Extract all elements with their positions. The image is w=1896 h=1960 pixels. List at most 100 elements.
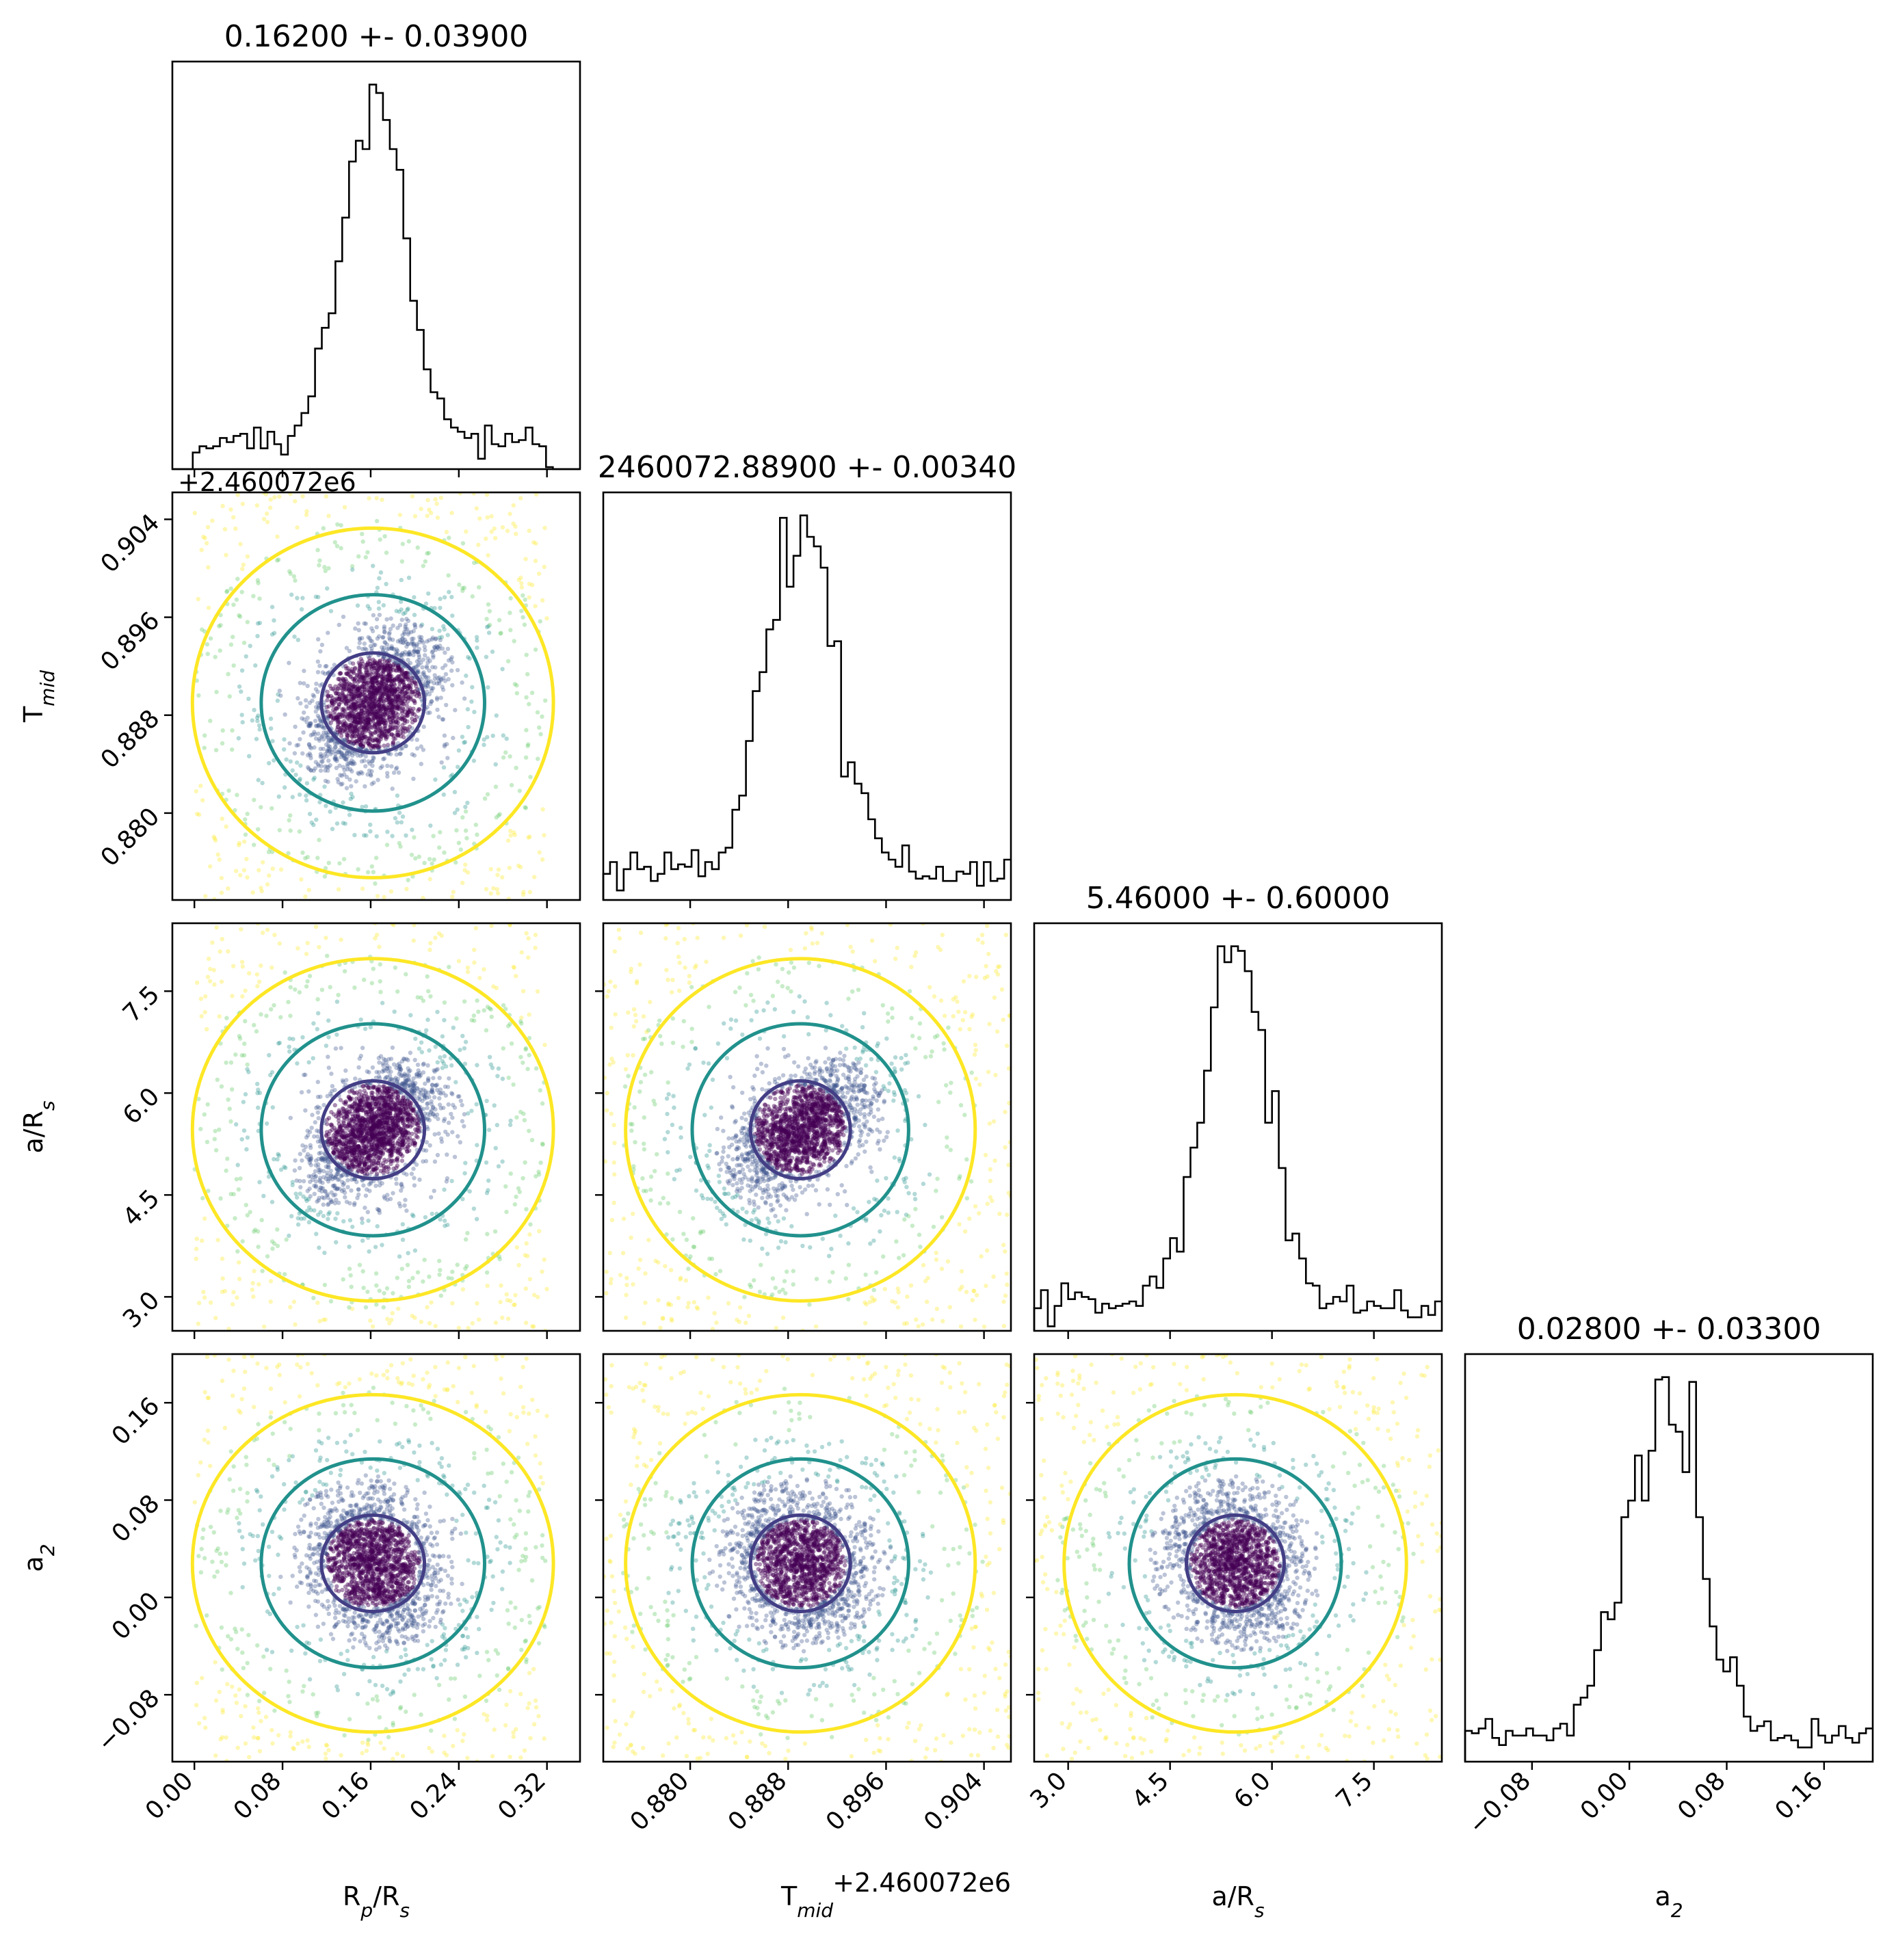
data-point	[371, 661, 376, 666]
data-point	[378, 737, 383, 742]
data-point	[511, 503, 516, 508]
data-point	[358, 1098, 363, 1104]
data-point	[363, 1162, 367, 1167]
data-point	[434, 1068, 439, 1072]
data-point	[203, 894, 208, 899]
data-point	[389, 1092, 394, 1097]
data-point	[364, 708, 369, 713]
data-point	[527, 834, 532, 839]
data-point	[488, 866, 493, 872]
data-point	[496, 1164, 501, 1169]
data-point	[417, 1129, 421, 1134]
data-point	[378, 979, 382, 984]
data-point	[414, 1086, 420, 1091]
data-point	[316, 731, 321, 737]
data-point	[387, 706, 393, 711]
data-point	[394, 719, 399, 724]
data-point	[437, 1272, 442, 1277]
data-point	[347, 713, 352, 718]
data-point	[367, 1153, 372, 1158]
data-point	[426, 675, 431, 680]
data-point	[356, 1152, 361, 1158]
data-point	[397, 622, 403, 628]
data-point	[425, 656, 430, 661]
data-point	[330, 698, 334, 703]
data-point	[373, 1135, 378, 1140]
data-point	[463, 1161, 468, 1165]
data-point	[326, 1115, 332, 1121]
data-point	[316, 1156, 321, 1161]
data-point	[519, 1015, 524, 1020]
data-point	[530, 583, 535, 587]
data-point	[379, 1142, 384, 1148]
data-point	[415, 650, 420, 654]
data-point	[435, 676, 440, 680]
data-point	[327, 1136, 332, 1141]
data-point	[382, 729, 387, 734]
data-point	[421, 724, 426, 729]
data-point	[356, 693, 360, 698]
data-point	[369, 672, 373, 676]
data-point	[523, 1286, 528, 1291]
data-point	[352, 714, 356, 719]
data-point	[368, 829, 373, 834]
data-point	[313, 766, 317, 771]
data-point	[402, 1203, 407, 1208]
data-point	[431, 1076, 436, 1081]
data-point	[194, 789, 198, 794]
data-point	[351, 661, 356, 666]
data-point	[462, 696, 467, 701]
data-point	[388, 1142, 393, 1147]
data-point	[395, 693, 400, 699]
data-point	[393, 686, 397, 691]
data-point	[254, 503, 259, 508]
data-point	[373, 702, 378, 708]
data-point	[248, 1210, 252, 1215]
data-point	[247, 754, 252, 758]
data-point	[523, 597, 527, 602]
data-point	[312, 1183, 317, 1189]
data-point	[375, 661, 380, 666]
data-point	[487, 609, 492, 613]
data-point	[384, 685, 389, 690]
data-point	[389, 711, 394, 716]
data-point	[366, 693, 371, 698]
data-point	[423, 674, 427, 679]
data-point	[343, 723, 349, 728]
data-point	[348, 740, 354, 745]
data-point	[292, 634, 297, 639]
data-point	[388, 696, 393, 701]
data-point	[429, 1108, 434, 1113]
data-point	[504, 1209, 509, 1215]
data-point	[350, 742, 355, 747]
data-point	[399, 711, 405, 715]
data-point	[290, 795, 295, 799]
data-point	[326, 714, 331, 719]
data-point	[386, 657, 391, 661]
data-point	[457, 1094, 462, 1099]
data-point	[406, 607, 410, 611]
data-point	[400, 706, 406, 711]
data-point	[399, 698, 405, 703]
data-point	[308, 723, 313, 728]
data-point	[501, 733, 505, 738]
data-point	[365, 714, 369, 719]
data-point	[365, 699, 370, 704]
data-point	[379, 671, 384, 676]
data-point	[360, 636, 365, 641]
data-point	[397, 706, 401, 712]
data-point	[521, 989, 526, 994]
data-point	[431, 1104, 436, 1110]
data-point	[345, 767, 350, 772]
data-point	[257, 596, 262, 601]
data-point	[399, 670, 405, 675]
data-point	[384, 697, 389, 702]
data-point	[401, 640, 406, 645]
data-point	[390, 1128, 395, 1133]
data-point	[387, 697, 392, 702]
data-point	[419, 1128, 424, 1134]
data-point	[432, 1068, 436, 1073]
data-point	[308, 753, 313, 758]
data-point	[401, 672, 406, 677]
data-point	[416, 670, 421, 675]
